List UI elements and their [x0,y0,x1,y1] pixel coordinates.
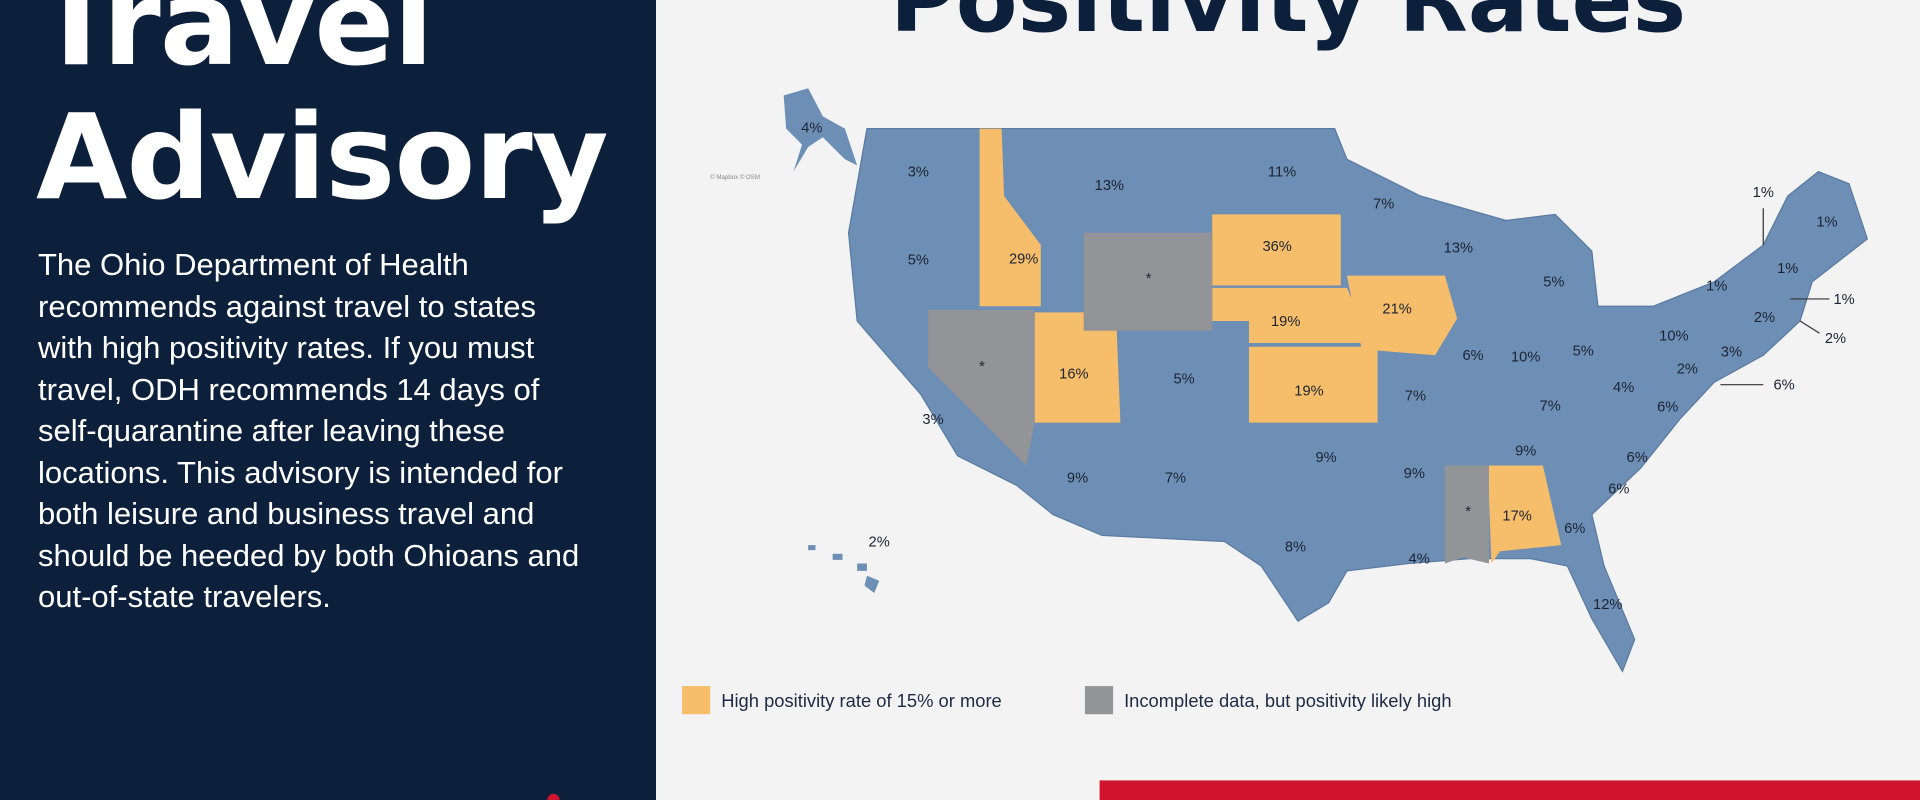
state-iowa [1346,275,1458,356]
label-ak: 4% [801,120,822,136]
title-line-2: Advisory [36,88,609,226]
label-az: 9% [1067,471,1088,487]
legend-swatch-high [682,686,711,715]
label-md: 2% [1677,362,1698,378]
label-nc: 6% [1627,450,1648,466]
label-la: 4% [1409,552,1430,568]
leader-line-ri [1799,320,1820,334]
label-ar: 9% [1404,466,1425,482]
label-ny: 1% [1706,278,1727,294]
label-mn: 7% [1373,196,1394,212]
label-ok: 9% [1316,450,1337,466]
label-mi: 5% [1543,275,1564,291]
state-mississippi [1444,465,1489,564]
label-il: 6% [1462,348,1483,364]
headline: Positivity Rates [889,0,1687,53]
label-ks: 19% [1294,384,1323,400]
label-ga: 6% [1564,521,1585,537]
red-banner [1099,780,1920,800]
label-tx: 8% [1285,539,1306,555]
state-nevada [928,309,1035,466]
map-shapes [783,88,1869,673]
label-hi: 2% [869,534,890,550]
label-mt: 13% [1095,178,1124,194]
label-wi: 13% [1444,240,1473,256]
state-wyoming [1083,232,1213,331]
state-nebraska [1212,287,1372,344]
label-pa: 10% [1659,329,1688,345]
label-ms: * [1465,504,1471,520]
label-co: 5% [1173,371,1194,387]
title-line-1: Travel [36,0,434,92]
label-nj: 3% [1721,345,1742,361]
label-tn: 9% [1515,444,1536,460]
label-fl: 12% [1593,597,1622,613]
label-ut: 16% [1059,367,1088,383]
map-attribution: © Mapbox © OSM [710,174,760,181]
label-ca: 3% [922,412,943,428]
label-wa: 3% [908,164,929,180]
legend-incomplete-label: Incomplete data, but positivity likely h… [1124,690,1452,711]
label-me: 1% [1816,215,1837,231]
state-idaho [979,128,1041,307]
label-ma: 1% [1833,292,1854,308]
legend-high-label: High positivity rate of 15% or more [721,690,1002,711]
label-oh: 5% [1573,343,1594,359]
label-nh: 1% [1777,261,1798,277]
state-kansas [1248,346,1378,423]
legend-swatch-incomplete [1084,686,1114,715]
label-sc: 6% [1608,482,1629,498]
hawaii [808,545,880,593]
alaska [783,88,858,172]
label-nv: * [979,359,985,375]
label-ri: 2% [1825,331,1846,347]
label-ct: 2% [1754,310,1775,326]
label-ne: 19% [1271,314,1300,330]
label-or: 5% [908,253,929,269]
label-sd: 36% [1262,239,1291,255]
label-de: 6% [1773,378,1794,394]
label-mo: 7% [1405,389,1426,405]
label-ky: 7% [1540,398,1561,414]
state-labels: 4% 3% 5% 29% 13% * 11% 36% 19% 19% 7% 21… [801,120,1854,613]
label-va: 6% [1657,400,1678,416]
state-south-dakota [1212,214,1341,286]
state-alabama [1487,465,1562,564]
label-vt: 1% [1753,185,1774,201]
label-wv: 4% [1613,380,1634,396]
label-al: 17% [1502,509,1531,525]
advisory-text: The Ohio Department of Health recommends… [38,247,580,614]
label-wy: * [1146,271,1152,287]
label-ia: 21% [1382,302,1411,318]
legend: High positivity rate of 15% or more Inco… [682,686,1452,715]
label-id: 29% [1009,251,1038,267]
state-utah [1034,312,1121,423]
red-accent-mark [547,793,560,800]
label-nd: 11% [1268,164,1296,180]
left-panel: Travel Advisory The Ohio Department of H… [0,0,656,800]
label-in: 10% [1511,349,1540,365]
label-nm: 7% [1165,471,1186,487]
